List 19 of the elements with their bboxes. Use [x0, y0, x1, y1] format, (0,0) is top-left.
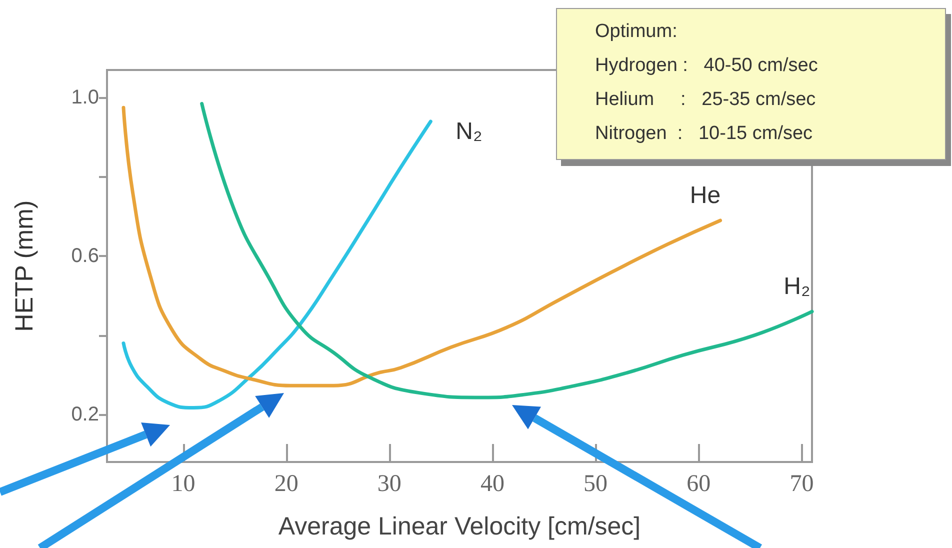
x-tick-label: 30: [377, 471, 402, 497]
y-tick-label: 0.2: [71, 403, 99, 426]
x-tick-label: 20: [274, 471, 298, 497]
y-tick-label: 0.6: [71, 245, 99, 268]
annotation: Nitrogen : 10-15 cm/sec: [595, 122, 814, 146]
x-axis-title: Average Linear Velocity [cm/sec]: [278, 512, 641, 540]
line-series: [122, 120, 432, 410]
annotation: Hydrogen : 40-50 cm/sec: [595, 54, 819, 78]
series-label: N₂: [456, 118, 482, 145]
series-label: H₂: [784, 273, 810, 300]
x-tick-label: 10: [171, 471, 196, 497]
x-tick-label: 40: [480, 471, 504, 497]
y-axis-title: HETP (mm): [10, 200, 38, 332]
series-label: He: [690, 182, 721, 209]
x-tick-label: 60: [686, 471, 711, 497]
y-tick-label: 1.0: [71, 86, 99, 109]
x-tick-label: 50: [584, 471, 608, 497]
x-tick-label: 70: [790, 471, 814, 497]
annotation: Helium : 25-35 cm/sec: [595, 88, 817, 112]
